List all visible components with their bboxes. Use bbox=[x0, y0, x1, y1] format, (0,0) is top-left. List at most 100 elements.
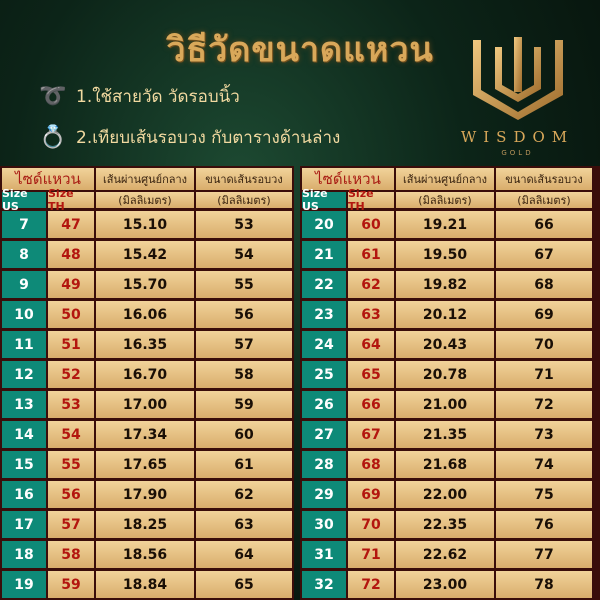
step-text: 1.ใช้สายวัด วัดรอบนิ้ว bbox=[76, 87, 240, 107]
cell-size-us: 25 bbox=[302, 361, 346, 388]
cell-size-us: 23 bbox=[302, 301, 346, 328]
cell-circumference: 58 bbox=[196, 361, 292, 388]
ring-icon: 💍 bbox=[39, 125, 67, 150]
cell-diameter: 22.35 bbox=[396, 511, 494, 538]
cell-size-th: 67 bbox=[348, 421, 394, 448]
header-size: ไซด์แหวน bbox=[302, 168, 394, 190]
cell-diameter: 20.12 bbox=[396, 301, 494, 328]
cell-size-th: 48 bbox=[48, 241, 94, 268]
cell-diameter: 20.43 bbox=[396, 331, 494, 358]
cell-size-th: 58 bbox=[48, 541, 94, 568]
cell-size-th: 71 bbox=[348, 541, 394, 568]
cell-size-th: 59 bbox=[48, 571, 94, 598]
cell-circumference: 75 bbox=[496, 481, 592, 508]
cell-diameter: 18.84 bbox=[96, 571, 194, 598]
header-unit: (มิลลิเมตร) bbox=[196, 192, 292, 208]
cell-size-us: 20 bbox=[302, 211, 346, 238]
logo: WISDOM GOLD bbox=[455, 35, 580, 157]
header-size-th: Size TH bbox=[48, 187, 94, 213]
cell-size-th: 51 bbox=[48, 331, 94, 358]
cell-size-us: 11 bbox=[2, 331, 46, 358]
cell-diameter: 21.00 bbox=[396, 391, 494, 418]
cell-size-us: 7 bbox=[2, 211, 46, 238]
cell-size-th: 54 bbox=[48, 421, 94, 448]
header-unit: (มิลลิเมตร) bbox=[496, 192, 592, 208]
cell-diameter: 15.70 bbox=[96, 271, 194, 298]
cell-circumference: 70 bbox=[496, 331, 592, 358]
cell-circumference: 64 bbox=[196, 541, 292, 568]
cell-diameter: 15.42 bbox=[96, 241, 194, 268]
cell-size-th: 61 bbox=[348, 241, 394, 268]
cell-size-us: 8 bbox=[2, 241, 46, 268]
cell-circumference: 69 bbox=[496, 301, 592, 328]
cell-size-us: 24 bbox=[302, 331, 346, 358]
cell-diameter: 22.62 bbox=[396, 541, 494, 568]
step-2: 💍 2.เทียบเส้นรอบวง กับตารางด้านล่าง bbox=[39, 124, 341, 151]
cell-size-th: 52 bbox=[48, 361, 94, 388]
cell-size-us: 17 bbox=[2, 511, 46, 538]
cell-size-th: 68 bbox=[348, 451, 394, 478]
cell-size-th: 53 bbox=[48, 391, 94, 418]
cell-size-us: 21 bbox=[302, 241, 346, 268]
size-table-left: ไซด์แหวน เส้นผ่านศูนย์กลาง ขนาดเส้นรอบวง Si… bbox=[0, 166, 294, 600]
step-1: ➰ 1.ใช้สายวัด วัดรอบนิ้ว bbox=[39, 83, 240, 110]
step-text: 2.เทียบเส้นรอบวง กับตารางด้านล่าง bbox=[76, 128, 341, 148]
cell-diameter: 19.82 bbox=[396, 271, 494, 298]
cell-circumference: 77 bbox=[496, 541, 592, 568]
cell-circumference: 74 bbox=[496, 451, 592, 478]
cell-diameter: 20.78 bbox=[396, 361, 494, 388]
cell-circumference: 53 bbox=[196, 211, 292, 238]
header-size-us: Size US bbox=[2, 187, 46, 213]
cell-circumference: 60 bbox=[196, 421, 292, 448]
cell-size-us: 22 bbox=[302, 271, 346, 298]
header-size: ไซด์แหวน bbox=[2, 168, 94, 190]
cell-diameter: 19.21 bbox=[396, 211, 494, 238]
size-table-right: ไซด์แหวน เส้นผ่านศูนย์กลาง ขนาดเส้นรอบวง Si… bbox=[300, 166, 600, 600]
cell-size-us: 30 bbox=[302, 511, 346, 538]
cell-diameter: 21.35 bbox=[396, 421, 494, 448]
cell-circumference: 61 bbox=[196, 451, 292, 478]
cell-diameter: 16.06 bbox=[96, 301, 194, 328]
cell-size-us: 9 bbox=[2, 271, 46, 298]
cell-size-th: 69 bbox=[348, 481, 394, 508]
cell-size-th: 63 bbox=[348, 301, 394, 328]
cell-size-th: 56 bbox=[48, 481, 94, 508]
cell-diameter: 17.90 bbox=[96, 481, 194, 508]
cell-size-th: 57 bbox=[48, 511, 94, 538]
cell-diameter: 17.65 bbox=[96, 451, 194, 478]
header-circumference: ขนาดเส้นรอบวง bbox=[196, 168, 292, 190]
cell-size-us: 18 bbox=[2, 541, 46, 568]
cell-circumference: 73 bbox=[496, 421, 592, 448]
cell-diameter: 16.70 bbox=[96, 361, 194, 388]
cell-circumference: 71 bbox=[496, 361, 592, 388]
cell-circumference: 54 bbox=[196, 241, 292, 268]
cell-size-us: 19 bbox=[2, 571, 46, 598]
cell-size-us: 13 bbox=[2, 391, 46, 418]
brand-name: WISDOM bbox=[460, 128, 575, 146]
page-title: วิธีวัดขนาดแหวน bbox=[166, 30, 434, 70]
cell-diameter: 19.50 bbox=[396, 241, 494, 268]
cell-size-us: 27 bbox=[302, 421, 346, 448]
cell-diameter: 23.00 bbox=[396, 571, 494, 598]
cell-size-th: 55 bbox=[48, 451, 94, 478]
cell-size-th: 72 bbox=[348, 571, 394, 598]
header-circumference: ขนาดเส้นรอบวง bbox=[496, 168, 592, 190]
cell-circumference: 56 bbox=[196, 301, 292, 328]
cell-size-us: 14 bbox=[2, 421, 46, 448]
cell-size-us: 28 bbox=[302, 451, 346, 478]
cell-circumference: 63 bbox=[196, 511, 292, 538]
header-size-th: Size TH bbox=[348, 187, 394, 213]
cell-circumference: 78 bbox=[496, 571, 592, 598]
cell-diameter: 15.10 bbox=[96, 211, 194, 238]
cell-size-th: 62 bbox=[348, 271, 394, 298]
cell-circumference: 67 bbox=[496, 241, 592, 268]
cell-size-us: 10 bbox=[2, 301, 46, 328]
header-unit: (มิลลิเมตร) bbox=[96, 192, 194, 208]
cell-circumference: 62 bbox=[196, 481, 292, 508]
cell-circumference: 72 bbox=[496, 391, 592, 418]
cell-size-th: 65 bbox=[348, 361, 394, 388]
cell-size-th: 66 bbox=[348, 391, 394, 418]
header-diameter: เส้นผ่านศูนย์กลาง bbox=[96, 168, 194, 190]
cell-size-us: 26 bbox=[302, 391, 346, 418]
brand-sub: GOLD bbox=[501, 149, 534, 157]
